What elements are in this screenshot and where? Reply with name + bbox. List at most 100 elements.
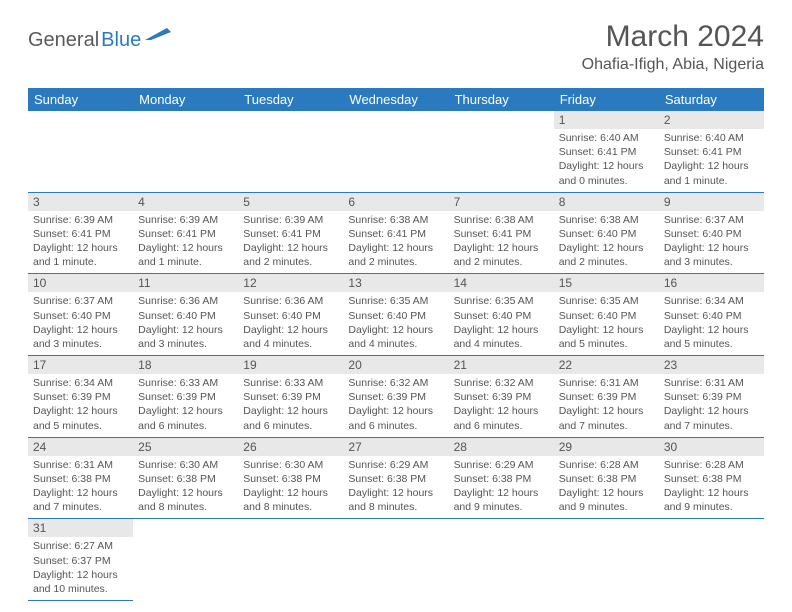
daylight-text-1: Daylight: 12 hours — [559, 323, 654, 337]
daylight-text-2: and 5 minutes. — [33, 419, 128, 433]
daylight-text-2: and 4 minutes. — [348, 337, 443, 351]
sunrise-text: Sunrise: 6:35 AM — [454, 294, 549, 308]
calendar-day-cell — [449, 111, 554, 192]
daylight-text-2: and 7 minutes. — [33, 500, 128, 514]
sunrise-text: Sunrise: 6:31 AM — [664, 376, 759, 390]
day-info: Sunrise: 6:32 AMSunset: 6:39 PMDaylight:… — [343, 374, 448, 437]
sunset-text: Sunset: 6:38 PM — [454, 472, 549, 486]
weekday-header: Sunday — [28, 88, 133, 111]
calendar-day-cell — [133, 519, 238, 601]
day-number: 14 — [449, 274, 554, 292]
calendar-day-cell: 6Sunrise: 6:38 AMSunset: 6:41 PMDaylight… — [343, 192, 448, 274]
day-number: 11 — [133, 274, 238, 292]
day-number: 1 — [554, 111, 659, 129]
calendar-day-cell: 20Sunrise: 6:32 AMSunset: 6:39 PMDayligh… — [343, 356, 448, 438]
calendar-day-cell: 31Sunrise: 6:27 AMSunset: 6:37 PMDayligh… — [28, 519, 133, 601]
calendar-day-cell: 11Sunrise: 6:36 AMSunset: 6:40 PMDayligh… — [133, 274, 238, 356]
logo-text-general: General — [28, 29, 99, 52]
sunset-text: Sunset: 6:39 PM — [243, 390, 338, 404]
sunset-text: Sunset: 6:38 PM — [33, 472, 128, 486]
calendar-body: 1 Sunrise: 6:40 AMSunset: 6:41 PM Daylight… — [28, 111, 764, 601]
sunset-text: Sunset: 6:39 PM — [348, 390, 443, 404]
daylight-text-1: Daylight: 12 hours — [559, 241, 654, 255]
page-title: March 2024 — [582, 20, 764, 54]
calendar-day-cell: 25Sunrise: 6:30 AMSunset: 6:38 PMDayligh… — [133, 437, 238, 519]
day-number: 29 — [554, 438, 659, 456]
daylight-text-1: Daylight: 12 hours — [559, 159, 654, 173]
day-number: 27 — [343, 438, 448, 456]
day-info: Sunrise: 6:30 AMSunset: 6:38 PMDaylight:… — [133, 456, 238, 519]
day-info: Sunrise: 6:31 AMSunset: 6:38 PMDaylight:… — [28, 456, 133, 519]
daylight-text-1: Daylight: 12 hours — [138, 323, 233, 337]
day-number: 16 — [659, 274, 764, 292]
day-info: Sunrise: 6:39 AMSunset: 6:41 PMDaylight:… — [238, 211, 343, 274]
daylight-text-1: Daylight: 12 hours — [664, 241, 759, 255]
daylight-text-2: and 9 minutes. — [664, 500, 759, 514]
day-number: 24 — [28, 438, 133, 456]
day-info: Sunrise: 6:33 AMSunset: 6:39 PMDaylight:… — [238, 374, 343, 437]
day-info: Sunrise: 6:28 AMSunset: 6:38 PMDaylight:… — [554, 456, 659, 519]
calendar-day-cell: 10Sunrise: 6:37 AMSunset: 6:40 PMDayligh… — [28, 274, 133, 356]
sunset-text: Sunset: 6:39 PM — [664, 390, 759, 404]
sunrise-text: Sunrise: 6:35 AM — [559, 294, 654, 308]
calendar-day-cell — [343, 111, 448, 192]
weekday-header: Monday — [133, 88, 238, 111]
sunrise-text: Sunrise: 6:32 AM — [348, 376, 443, 390]
daylight-text-2: and 8 minutes. — [243, 500, 338, 514]
sunset-text: Sunset: 6:40 PM — [559, 309, 654, 323]
calendar-day-cell: 14Sunrise: 6:35 AMSunset: 6:40 PMDayligh… — [449, 274, 554, 356]
daylight-text-1: Daylight: 12 hours — [348, 404, 443, 418]
calendar-day-cell: 1Sunrise: 6:40 AMSunset: 6:41 PMDaylight… — [554, 111, 659, 192]
sunrise-text: Sunrise: 6:32 AM — [454, 376, 549, 390]
weekday-header: Friday — [554, 88, 659, 111]
calendar-day-cell: 5Sunrise: 6:39 AMSunset: 6:41 PMDaylight… — [238, 192, 343, 274]
calendar-day-cell — [449, 519, 554, 601]
calendar-day-cell — [238, 519, 343, 601]
day-info: Sunrise: 6:37 AMSunset: 6:40 PMDaylight:… — [659, 211, 764, 274]
sunrise-text: Sunrise: 6:36 AM — [138, 294, 233, 308]
day-info: Sunrise: 6:37 AMSunset: 6:40 PMDaylight:… — [28, 292, 133, 355]
day-info: Sunrise: 6:39 AMSunset: 6:41 PMDaylight:… — [28, 211, 133, 274]
day-info: Sunrise: 6:38 AMSunset: 6:41 PMDaylight:… — [449, 211, 554, 274]
calendar-week-row: 3Sunrise: 6:39 AMSunset: 6:41 PMDaylight… — [28, 192, 764, 274]
sunrise-text: Sunrise: 6:38 AM — [559, 213, 654, 227]
day-info: Sunrise: 6:36 AMSunset: 6:40 PMDaylight:… — [238, 292, 343, 355]
calendar-day-cell: 3Sunrise: 6:39 AMSunset: 6:41 PMDaylight… — [28, 192, 133, 274]
calendar-week-row: 1 Sunrise: 6:40 AMSunset: 6:41 PM Daylight… — [28, 111, 764, 192]
sunrise-text: Sunrise: 6:34 AM — [33, 376, 128, 390]
day-info: Sunrise: 6:31 AMSunset: 6:39 PMDaylight:… — [659, 374, 764, 437]
day-info: Sunrise: 6:32 AMSunset: 6:39 PMDaylight:… — [449, 374, 554, 437]
sunset-text: Sunset: 6:41 PM — [664, 145, 759, 159]
calendar-day-cell: 2Sunrise: 6:40 AMSunset: 6:41 PMDaylight… — [659, 111, 764, 192]
day-number: 4 — [133, 193, 238, 211]
sunrise-text: Sunrise: 6:35 AM — [348, 294, 443, 308]
sunset-text: Sunset: 6:40 PM — [243, 309, 338, 323]
day-info: Sunrise: 6:27 AMSunset: 6:37 PMDaylight:… — [28, 537, 133, 600]
sunset-text: Sunset: 6:40 PM — [348, 309, 443, 323]
daylight-text-2: and 9 minutes. — [559, 500, 654, 514]
daylight-text-1: Daylight: 12 hours — [33, 568, 128, 582]
daylight-text-2: and 10 minutes. — [33, 582, 128, 596]
calendar-day-cell: 18Sunrise: 6:33 AMSunset: 6:39 PMDayligh… — [133, 356, 238, 438]
calendar-day-cell: 27Sunrise: 6:29 AMSunset: 6:38 PMDayligh… — [343, 437, 448, 519]
daylight-text-2: and 4 minutes. — [454, 337, 549, 351]
title-block: March 2024 Ohafia-Ifigh, Abia, Nigeria — [582, 20, 764, 74]
daylight-text-1: Daylight: 12 hours — [138, 404, 233, 418]
sunrise-text: Sunrise: 6:34 AM — [664, 294, 759, 308]
daylight-text-1: Daylight: 12 hours — [348, 241, 443, 255]
day-info: Sunrise: 6:29 AMSunset: 6:38 PMDaylight:… — [343, 456, 448, 519]
daylight-text-2: and 3 minutes. — [33, 337, 128, 351]
calendar-day-cell: 30Sunrise: 6:28 AMSunset: 6:38 PMDayligh… — [659, 437, 764, 519]
calendar-day-cell: 12Sunrise: 6:36 AMSunset: 6:40 PMDayligh… — [238, 274, 343, 356]
sunrise-text: Sunrise: 6:29 AM — [348, 458, 443, 472]
daylight-text-1: Daylight: 12 hours — [243, 486, 338, 500]
calendar-week-row: 10Sunrise: 6:37 AMSunset: 6:40 PMDayligh… — [28, 274, 764, 356]
day-info: Sunrise: 6:31 AMSunset: 6:39 PMDaylight:… — [554, 374, 659, 437]
day-number: 10 — [28, 274, 133, 292]
daylight-text-2: and 8 minutes. — [348, 500, 443, 514]
daylight-text-1: Daylight: 12 hours — [33, 323, 128, 337]
sunrise-text: Sunrise: 6:40 AM — [664, 131, 759, 145]
sunset-text: Sunset: 6:39 PM — [138, 390, 233, 404]
calendar-day-cell — [343, 519, 448, 601]
calendar-day-cell: 13Sunrise: 6:35 AMSunset: 6:40 PMDayligh… — [343, 274, 448, 356]
